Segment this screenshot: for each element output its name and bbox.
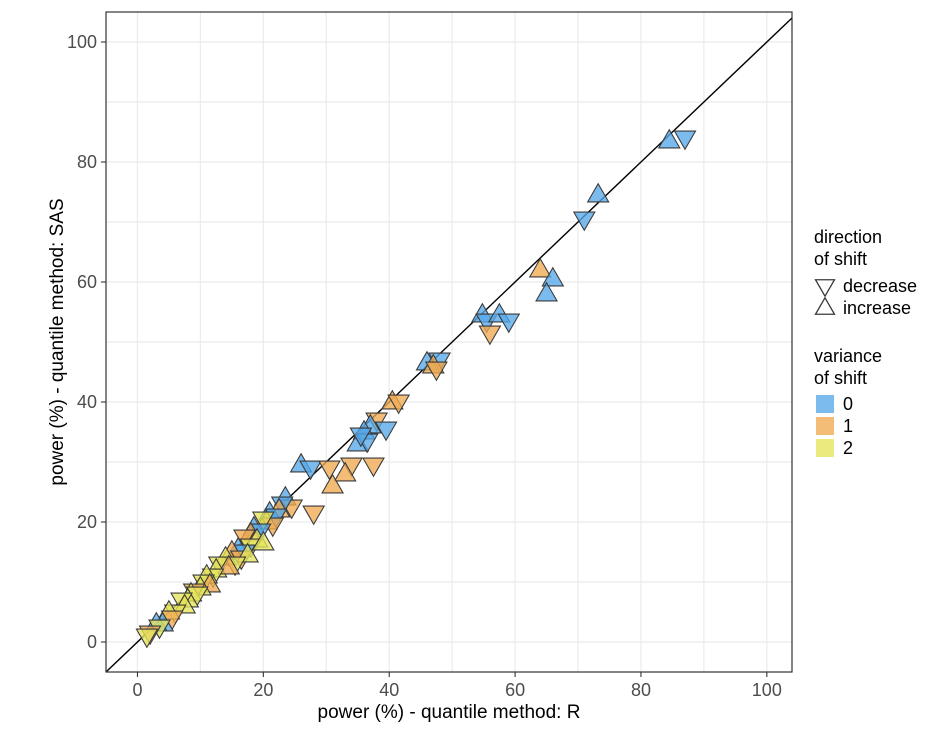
- legend-key-increase: [814, 296, 836, 315]
- legend-swatch-2: [816, 439, 834, 457]
- x-axis-title: power (%) - quantile method: R: [318, 702, 581, 723]
- legend-color-label-1: 1: [843, 416, 853, 436]
- data-point-increase: [321, 473, 345, 494]
- x-tick-label: 0: [132, 680, 142, 700]
- axis-ticks: 0 20 40 60 80 100 0 20 40 60 80 100: [67, 32, 782, 700]
- data-point-decrease: [349, 427, 373, 448]
- legend-color-label-2: 2: [843, 438, 853, 458]
- y-tick-label: 80: [77, 152, 97, 172]
- legend-color-title: variance: [814, 346, 882, 366]
- grid-lines: [106, 12, 792, 672]
- data-point-decrease: [424, 361, 448, 382]
- legend-color-label-0: 0: [843, 394, 853, 414]
- data-point-decrease: [497, 313, 521, 334]
- data-point-decrease: [387, 394, 411, 415]
- legend-shape-title: of shift: [814, 249, 867, 269]
- data-point-decrease: [317, 460, 341, 481]
- legend-color-title: of shift: [814, 368, 867, 388]
- data-point-increase: [333, 461, 357, 482]
- x-tick-label: 100: [752, 680, 782, 700]
- data-point-increase: [657, 128, 681, 149]
- data-point-decrease: [299, 460, 322, 481]
- plot-panel-border: [105, 11, 793, 673]
- data-point-increase: [528, 257, 552, 278]
- x-tick-label: 60: [505, 680, 525, 700]
- x-tick-label: 20: [253, 680, 273, 700]
- y-tick-label: 100: [67, 32, 97, 52]
- data-point-increase: [251, 530, 275, 551]
- data-point-decrease: [251, 511, 275, 532]
- data-point-increase: [535, 281, 559, 302]
- legend-label-increase: increase: [843, 298, 911, 318]
- data-point-decrease: [572, 211, 596, 232]
- data-points: [135, 128, 697, 649]
- legend-label-decrease: decrease: [843, 276, 917, 296]
- data-point-decrease: [135, 628, 159, 649]
- legend-key-decrease: [814, 279, 836, 298]
- y-tick-label: 60: [77, 272, 97, 292]
- data-point-decrease: [673, 130, 697, 151]
- y-tick-label: 20: [77, 512, 97, 532]
- legend-swatch-1: [816, 417, 834, 435]
- data-point-increase: [586, 182, 610, 203]
- legend-shape-title: direction: [814, 227, 882, 247]
- data-point-decrease: [302, 505, 326, 526]
- y-axis-title: power (%) - quantile method: SAS: [47, 198, 68, 485]
- y-tick-label: 40: [77, 392, 97, 412]
- data-point-decrease: [362, 457, 385, 478]
- legend-swatch-0: [816, 395, 834, 413]
- x-tick-label: 40: [379, 680, 399, 700]
- data-point-decrease: [478, 325, 502, 346]
- x-tick-label: 80: [631, 680, 651, 700]
- y-tick-label: 0: [87, 632, 97, 652]
- data-point-increase: [541, 266, 565, 287]
- data-point-decrease: [374, 421, 398, 442]
